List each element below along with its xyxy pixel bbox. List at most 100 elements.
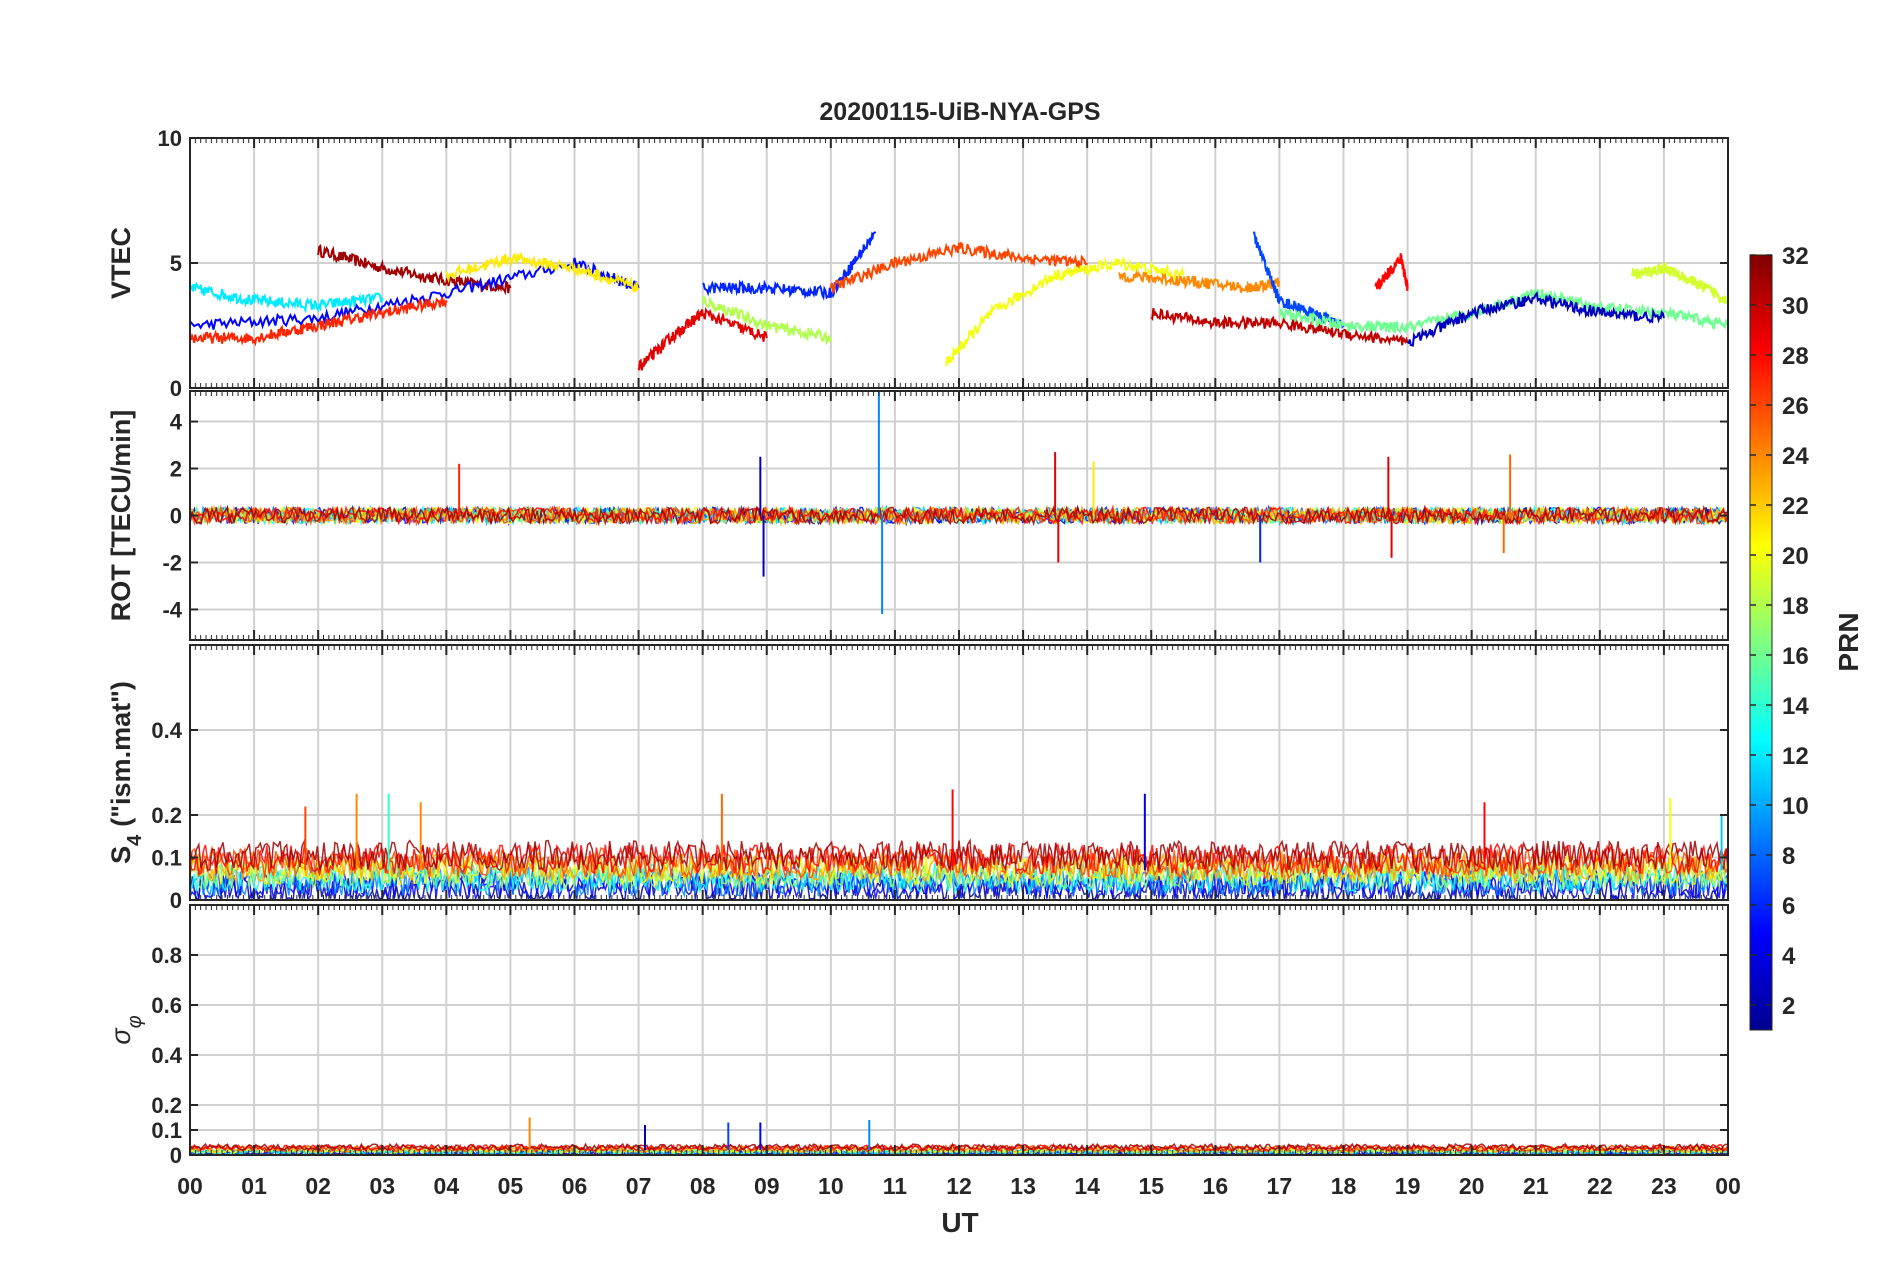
colorbar-tick-label: 16	[1782, 643, 1809, 670]
x-tick-label: 21	[1523, 1173, 1549, 1199]
x-tick-label: 05	[498, 1173, 524, 1199]
y-tick-label: 0.6	[151, 993, 182, 1018]
colorbar-tick-label: 22	[1782, 493, 1809, 520]
y-tick-label: 0.1	[151, 1118, 182, 1143]
vtec-series-prn-27	[190, 297, 448, 347]
colorbar-tick-label: 2	[1782, 993, 1795, 1020]
y-ticks: -4 -2 0 2 4	[162, 410, 1728, 622]
grid	[190, 905, 1728, 1155]
x-tick-label: 00	[1715, 1173, 1741, 1199]
traces	[190, 391, 1728, 615]
colorbar-tick-label: 24	[1782, 443, 1809, 470]
vtec-series-prn-26	[829, 241, 1089, 295]
vtec-series-prn-20	[945, 256, 1185, 367]
vtec-series-prn-21	[445, 251, 640, 294]
colorbar-tick-label: 8	[1782, 843, 1795, 870]
y-tick-label: 0.2	[151, 803, 182, 828]
panel-frame	[189, 904, 1729, 1156]
vtec-series-prn-29	[637, 306, 768, 371]
panel-s4: 0 0.1 0.2 0.4S4("ism.mat")	[106, 644, 1729, 913]
vtec-series-prn-30	[1150, 308, 1409, 346]
x-tick-label: 10	[818, 1173, 844, 1199]
vtec-series-prn-24	[1118, 269, 1281, 294]
x-tick-label: 12	[946, 1173, 972, 1199]
x-tick-label: 23	[1651, 1173, 1677, 1199]
trace-prn-28	[190, 504, 1728, 527]
colorbar-tick-label: 30	[1782, 293, 1809, 320]
colorbar-label: PRN	[1833, 612, 1864, 671]
x-tick-label: 19	[1395, 1173, 1421, 1199]
trace-prn-31	[190, 838, 1728, 874]
y-ticks: 00.10.2 0.4 0.6 0.8	[151, 943, 1728, 1168]
y-tick-label: 0	[170, 504, 182, 529]
colorbar-tick-label: 14	[1782, 693, 1809, 720]
colorbar-tick-label: 10	[1782, 793, 1809, 820]
colorbar-tick-label: 20	[1782, 543, 1809, 570]
y-tick-label: 4	[170, 410, 183, 435]
y-axis-label-rot: ROT [TECU/min]	[106, 410, 136, 621]
trace-prn-31	[190, 504, 1728, 527]
y-tick-label: 0	[170, 888, 182, 913]
y-tick-label: 0	[170, 376, 182, 401]
panel-frame	[189, 644, 1729, 901]
panel-rot: -4 -2 0 2 4 ROT [TECU/min]	[106, 390, 1729, 641]
trace-prn-9	[190, 864, 1728, 899]
y-tick-label: 0	[170, 1143, 182, 1168]
x-tick-label: 07	[626, 1173, 652, 1199]
x-axis: 00 01 02 03 04 05 06 07 08 09 10 11 12 13 14 15 16 17 18 19…	[177, 1173, 1741, 1199]
y-tick-label: 5	[170, 251, 182, 276]
vtec-series-prn-3	[1407, 291, 1665, 347]
y-tick-label: 10	[158, 126, 182, 151]
vtec-series-prn-19	[1630, 261, 1728, 305]
x-tick-label: 08	[690, 1173, 716, 1199]
x-tick-label: 03	[369, 1173, 395, 1199]
figure-title: 20200115-UiB-NYA-GPS	[819, 98, 1100, 126]
x-tick-label: 15	[1138, 1173, 1164, 1199]
colorbar-tick-label: 6	[1782, 893, 1795, 920]
panel-vtec: 0 5 10 VTEC	[106, 126, 1729, 401]
colorbar-tick-label: 28	[1782, 343, 1809, 370]
x-tick-label: 01	[241, 1173, 267, 1199]
colorbar-tick-label: 32	[1782, 243, 1809, 270]
y-axis-label-vtec: VTEC	[106, 227, 136, 299]
x-tick-label: 14	[1074, 1173, 1100, 1199]
x-axis-label: UT	[941, 1207, 978, 1238]
vtec-series-prn-7	[1252, 231, 1345, 330]
traces	[190, 231, 1728, 371]
panel-sigma: 00.10.2 0.4 0.6 0.8 σφ	[106, 904, 1729, 1168]
y-tick-label: 0.8	[151, 943, 182, 968]
x-tick-label: 17	[1267, 1173, 1293, 1199]
y-axis-label-s4: S4("ism.mat")	[106, 681, 146, 864]
y-tick-label: 0.4	[151, 1043, 182, 1068]
y-tick-label: 0.4	[151, 718, 182, 743]
y-tick-label: 0.2	[151, 1093, 182, 1118]
trace-prn-28	[190, 842, 1728, 877]
x-tick-label: 16	[1203, 1173, 1229, 1199]
y-ticks: 0 5 10	[158, 126, 1728, 401]
y-tick-label: 0.1	[151, 846, 182, 871]
colorbar-tick-label: 12	[1782, 743, 1809, 770]
y-ticks: 0 0.1 0.2 0.4	[151, 718, 1728, 913]
colorbar-scale	[1749, 254, 1773, 1031]
colorbar-tick-label: 4	[1782, 943, 1796, 970]
vtec-series-prn-6	[702, 231, 877, 301]
vtec-series-prn-28	[1374, 253, 1409, 291]
y-axis-label-sigma: σφ	[106, 1015, 146, 1044]
trace-prn-17	[190, 856, 1728, 892]
x-tick-label: 11	[883, 1173, 908, 1199]
y-tick-label: -2	[162, 550, 182, 575]
x-tick-label: 02	[305, 1173, 331, 1199]
colorbar-tick-label: 26	[1782, 393, 1809, 420]
x-tick-label: 00	[177, 1173, 203, 1199]
panel-frame	[189, 390, 1729, 641]
x-tick-label: 04	[434, 1173, 460, 1199]
x-tick-label: 13	[1010, 1173, 1036, 1199]
vtec-series-prn-12	[190, 281, 384, 314]
x-tick-label: 06	[562, 1173, 588, 1199]
y-tick-label: -4	[162, 597, 182, 622]
x-tick-label: 20	[1459, 1173, 1485, 1199]
